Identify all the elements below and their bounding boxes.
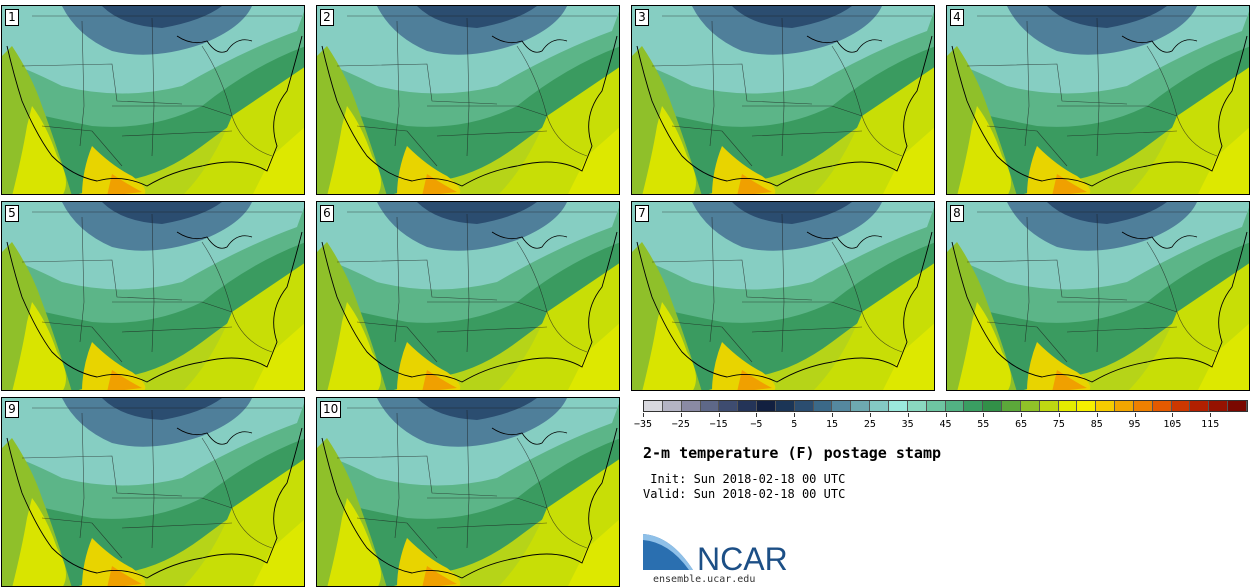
colorbar-swatch <box>1228 401 1247 411</box>
valid-time: Valid: Sun 2018-02-18 00 UTC <box>643 487 846 501</box>
panel-number-label: 10 <box>320 401 342 418</box>
colorbar-swatch <box>813 401 833 411</box>
colorbar-tick <box>643 413 644 417</box>
colorbar-swatch <box>945 401 965 411</box>
ncar-logo: NCAR <box>643 534 788 574</box>
colorbar-swatch <box>794 401 814 411</box>
colorbar-tick-label: 115 <box>1201 419 1220 430</box>
colorbar-swatch <box>738 401 758 411</box>
colorbar-tick <box>1172 413 1174 417</box>
colorbar-swatch <box>1171 401 1191 411</box>
panel-number-label: 8 <box>950 205 964 222</box>
colorbar-swatch <box>681 401 701 411</box>
colorbar-tick <box>945 413 947 417</box>
map-panel: 1 <box>1 5 305 195</box>
colorbar-swatch <box>832 401 852 411</box>
chart-title: 2-m temperature (F) postage stamp <box>643 444 942 462</box>
colorbar-swatch <box>644 401 663 411</box>
colorbar-tick-label: −15 <box>709 419 728 430</box>
colorbar-tick-label: 95 <box>1128 419 1141 430</box>
colorbar-tick <box>756 413 758 417</box>
map-panel: 7 <box>631 201 935 391</box>
colorbar-swatch <box>700 401 720 411</box>
colorbar-tick <box>1096 413 1098 417</box>
colorbar-tick <box>680 413 682 417</box>
colorbar-tick <box>1021 413 1023 417</box>
panel-number-label: 2 <box>320 9 334 26</box>
colorbar-tick <box>983 413 985 417</box>
colorbar-swatch <box>870 401 889 411</box>
ncar-logo-text: NCAR <box>697 541 788 574</box>
colorbar-tick <box>718 413 720 417</box>
colorbar-swatch <box>719 401 739 411</box>
colorbar-swatch <box>1209 401 1229 411</box>
map-panel: 6 <box>316 201 620 391</box>
colorbar-swatch <box>926 401 946 411</box>
colorbar-tick <box>907 413 909 417</box>
panel-number-label: 9 <box>5 401 19 418</box>
colorbar-swatch <box>888 401 908 411</box>
colorbar-swatch <box>1096 401 1116 411</box>
map-panel: 9 <box>1 397 305 587</box>
colorbar-tick <box>1134 413 1136 417</box>
colorbar-tick <box>869 413 871 417</box>
colorbar-tick-label: 85 <box>1090 419 1103 430</box>
colorbar-tick-label: 75 <box>1052 419 1065 430</box>
colorbar-ticks: −35 −25 −15 −5 5 15 25 35 45 55 65 75 85 95 105 115 <box>634 413 1248 433</box>
colorbar-tick-label: 15 <box>826 419 839 430</box>
panel-number-label: 6 <box>320 205 334 222</box>
panel-number-label: 1 <box>5 9 19 26</box>
map-panel: 5 <box>1 201 305 391</box>
colorbar-swatch <box>757 401 776 411</box>
colorbar-swatch <box>1020 401 1040 411</box>
map-panel: 8 <box>946 201 1250 391</box>
colorbar-tick-label: 65 <box>1015 419 1028 430</box>
colorbar-swatch <box>1133 401 1153 411</box>
colorbar-tick-label: 105 <box>1163 419 1182 430</box>
colorbar-tick-label: 45 <box>939 419 952 430</box>
colorbar-tick-label: −5 <box>750 419 763 430</box>
init-time: Init: Sun 2018-02-18 00 UTC <box>643 472 846 486</box>
colorbar-swatch <box>1152 401 1172 411</box>
colorbar-swatch <box>775 401 795 411</box>
colorbar-swatch <box>851 401 871 411</box>
colorbar-swatch <box>907 401 927 411</box>
colorbar-swatch <box>1077 401 1097 411</box>
colorbar-tick-label: −25 <box>671 419 690 430</box>
map-panel: 3 <box>631 5 935 195</box>
logo-url: ensemble.ucar.edu <box>653 574 756 585</box>
map-panel: 2 <box>316 5 620 195</box>
panel-number-label: 4 <box>950 9 964 26</box>
colorbar-swatch <box>1058 401 1078 411</box>
map-panel: 10 <box>316 397 620 587</box>
map-panel: 4 <box>946 5 1250 195</box>
colorbar-tick <box>832 413 834 417</box>
colorbar-tick <box>794 413 796 417</box>
colorbar-tick-label: 55 <box>977 419 990 430</box>
colorbar-tick <box>1210 413 1212 417</box>
colorbar-swatch <box>983 401 1003 411</box>
colorbar-tick-label: −35 <box>633 419 653 430</box>
colorbar-tick-label: 35 <box>901 419 914 430</box>
temperature-colorbar <box>643 400 1248 412</box>
colorbar-swatch <box>1190 401 1210 411</box>
panel-number-label: 7 <box>635 205 649 222</box>
colorbar-swatch <box>662 401 682 411</box>
colorbar-tick-label: 25 <box>863 419 876 430</box>
colorbar-tick-label: 5 <box>791 419 798 430</box>
colorbar-tick <box>1058 413 1060 417</box>
colorbar-swatch <box>1115 401 1134 411</box>
colorbar-swatch <box>1002 401 1021 411</box>
panel-number-label: 5 <box>5 205 19 222</box>
colorbar-swatch <box>964 401 984 411</box>
panel-number-label: 3 <box>635 9 649 26</box>
colorbar-swatch <box>1039 401 1059 411</box>
